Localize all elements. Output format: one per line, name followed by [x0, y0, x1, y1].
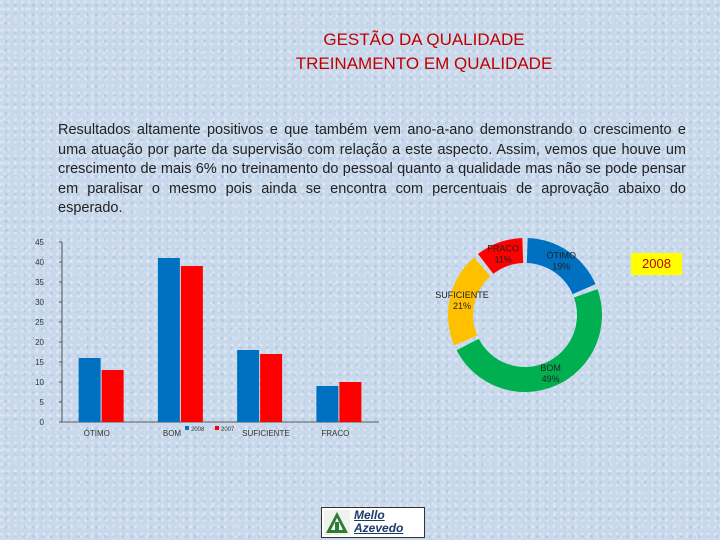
donut-label-ótimo: ÓTIMO 19% — [547, 251, 577, 272]
y-tick-label: 35 — [35, 278, 44, 287]
logo-line-1: Mello — [354, 508, 385, 522]
slide-title: GESTÃO DA QUALIDADE TREINAMENTO EM QUALI… — [0, 28, 720, 76]
legend-swatch-2007 — [215, 426, 219, 430]
bar-2007-ótimo — [101, 370, 124, 422]
logo-line-2: Azevedo — [354, 521, 404, 535]
donut-label-fraco: FRACO 11% — [487, 243, 519, 264]
y-tick-label: 20 — [35, 338, 44, 347]
y-tick-label: 5 — [40, 398, 45, 407]
bar-2007-suficiente — [260, 354, 283, 422]
bar-2007-fraco — [339, 382, 362, 422]
y-tick-label: 45 — [35, 238, 44, 247]
logo-mark-icon — [324, 510, 350, 535]
x-category-label: SUFICIENTE — [242, 429, 290, 438]
donut-label-suficiente: SUFICIENTE 21% — [435, 290, 489, 311]
donut-slice-fraco — [478, 238, 524, 274]
x-category-label: FRACO — [321, 429, 349, 438]
y-tick-label: 15 — [35, 358, 44, 367]
logo-text: Mello Azevedo — [354, 509, 403, 535]
intro-paragraph: Resultados altamente positivos e que tam… — [58, 122, 686, 216]
donut-slice-ótimo — [526, 238, 596, 295]
donut-label-bom: BOM 49% — [540, 363, 561, 384]
y-tick-label: 10 — [35, 378, 44, 387]
company-logo: Mello Azevedo — [321, 507, 425, 538]
title-line-2: TREINAMENTO EM QUALIDADE — [295, 54, 553, 73]
bar-2008-suficiente — [237, 350, 260, 422]
bar-2007-bom — [180, 266, 203, 422]
y-tick-label: 40 — [35, 258, 44, 267]
legend-label-2007: 2007 — [221, 427, 235, 433]
bar-2008-fraco — [316, 386, 339, 422]
y-tick-label: 0 — [40, 418, 45, 427]
x-category-label: ÓTIMO — [84, 429, 110, 438]
donut-slice-bom — [456, 289, 603, 393]
bar-2008-ótimo — [78, 358, 101, 422]
x-category-label: BOM — [163, 429, 182, 438]
legend-label-2008: 2008 — [191, 427, 205, 433]
y-tick-label: 25 — [35, 318, 44, 327]
year-badge: 2008 — [631, 253, 682, 275]
legend-swatch-2008 — [185, 426, 189, 430]
title-line-1: GESTÃO DA QUALIDADE — [323, 30, 525, 49]
donut-slice-suficiente — [448, 257, 491, 346]
y-tick-label: 30 — [35, 298, 44, 307]
bar-2008-bom — [157, 258, 180, 422]
